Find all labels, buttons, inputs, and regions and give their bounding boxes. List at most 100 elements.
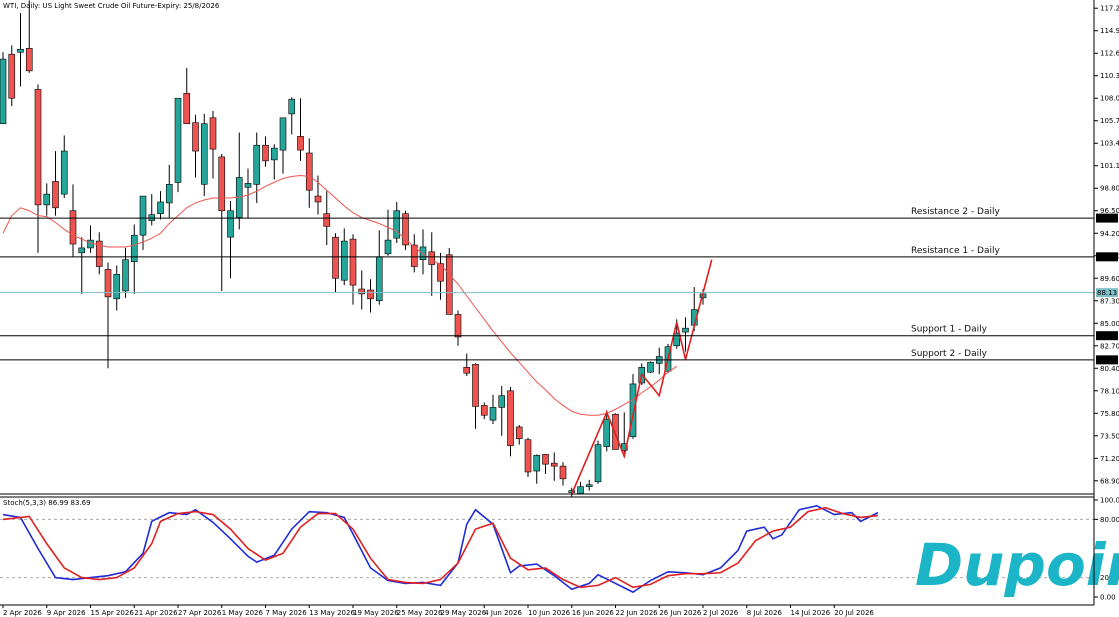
time-tick-label: 29 May 2026	[441, 609, 487, 617]
candle	[139, 195, 147, 250]
candle	[52, 151, 59, 216]
candle	[200, 113, 208, 197]
candle-body	[305, 152, 313, 191]
price-tick-label: 101.10	[1100, 162, 1119, 170]
candle-body	[174, 97, 182, 183]
candle	[410, 234, 418, 273]
time-tick-label: 2 Apr 2026	[3, 609, 42, 617]
candle	[542, 454, 549, 474]
candle	[445, 247, 453, 315]
candle	[305, 138, 313, 208]
stoch-signal-line	[2, 506, 879, 589]
candle-body	[200, 123, 208, 185]
candle-body	[577, 486, 584, 494]
candle	[227, 200, 234, 279]
candle-body	[209, 117, 217, 150]
stoch-tick-label: 100.00	[1100, 497, 1119, 505]
candle	[270, 144, 278, 180]
candle-body	[489, 407, 497, 421]
time-tick-label: 19 May 2026	[353, 609, 399, 617]
candle-body	[515, 426, 523, 440]
candle-body	[95, 240, 103, 267]
candle	[122, 247, 129, 298]
stoch-tick-label: 0.00	[1100, 594, 1116, 602]
candle-body	[60, 150, 68, 195]
level-price-value: 91.79	[1097, 253, 1117, 261]
level-price-value: 95.75	[1097, 215, 1117, 223]
candle-body	[340, 240, 348, 281]
price-tick-label: 103.40	[1100, 140, 1119, 148]
candle	[0, 52, 7, 124]
candle-body	[332, 236, 339, 279]
candle-body	[463, 366, 471, 374]
candle	[647, 361, 654, 374]
stoch-label: Stoch(5,3,3) 86.99 83.69	[3, 499, 91, 507]
level-price-tag	[1096, 252, 1118, 262]
candle-body	[480, 405, 488, 416]
candle-body	[113, 274, 121, 300]
candle	[157, 191, 164, 220]
candle-body	[17, 49, 24, 53]
candle	[262, 136, 269, 167]
candle	[480, 402, 488, 420]
candle-body	[288, 98, 296, 115]
level-label: Support 2 - Daily	[911, 349, 988, 359]
candle-body	[393, 210, 401, 239]
candle	[34, 84, 42, 253]
candle	[297, 98, 304, 161]
price-tick-label: 94.20	[1100, 230, 1119, 238]
candle	[550, 452, 558, 481]
candle	[454, 310, 462, 346]
level-label: Resistance 1 - Daily	[911, 246, 1001, 256]
candle	[384, 209, 392, 256]
dupoin-logo: Dupoin	[915, 531, 1119, 599]
time-tick-label: 26 Jun 2026	[659, 609, 702, 617]
candle-body	[253, 144, 261, 185]
candle	[594, 440, 602, 484]
price-tick-label: 85.00	[1100, 320, 1119, 328]
moving-average-line	[2, 175, 678, 416]
candle-body	[445, 254, 453, 315]
time-tick-label: 20 Jul 2026	[834, 609, 874, 617]
candle-body	[270, 147, 278, 161]
candle-body	[157, 201, 164, 214]
candle	[95, 232, 103, 275]
time-tick-label: 4 Jun 2026	[484, 609, 522, 617]
candle	[472, 363, 479, 429]
candle-body	[472, 364, 479, 407]
candle-body	[227, 210, 234, 238]
candle	[498, 385, 506, 436]
candle	[585, 479, 593, 491]
candle-body	[585, 484, 593, 487]
level-price-tag	[1096, 331, 1118, 341]
candle-body	[603, 418, 611, 447]
candle	[507, 386, 514, 457]
candle	[332, 233, 339, 292]
time-tick-label: 2 Jul 2026	[703, 609, 739, 617]
candle	[515, 425, 523, 445]
time-tick-label: 27 Apr 2026	[178, 609, 222, 617]
candle-body	[402, 213, 409, 246]
candle-body	[498, 395, 506, 408]
candle-body	[375, 256, 383, 302]
price-tick-label: 108.00	[1100, 95, 1119, 103]
candle	[69, 184, 77, 257]
level-price-value: 81.26	[1097, 356, 1118, 364]
candle-body	[647, 362, 654, 373]
zigzag-line	[571, 259, 713, 495]
candle	[192, 114, 199, 178]
candle-body	[384, 239, 392, 255]
candle	[43, 183, 51, 216]
candle	[78, 237, 86, 294]
candle-body	[218, 156, 226, 212]
candle-body	[104, 269, 112, 298]
candle-body	[52, 181, 59, 209]
candle-body	[410, 244, 418, 267]
candle	[174, 97, 182, 193]
candle-body	[244, 183, 252, 188]
candle-body	[279, 117, 287, 151]
candle-body	[297, 136, 304, 151]
stoch-tick-label: 80.00	[1100, 516, 1119, 524]
